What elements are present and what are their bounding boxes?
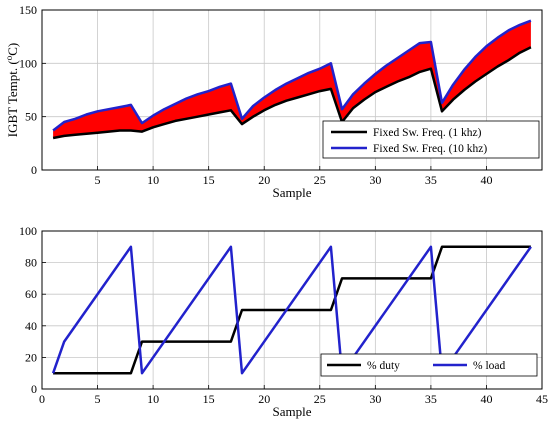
top-chart-x-axis-label: Sample — [273, 185, 312, 200]
duty-load-chart: 0 5 10 15 20 25 30 35 40 45 0 20 40 60 80 100 Sample % … — [19, 224, 548, 419]
temperature-chart: 5 10 15 20 25 30 35 40 0 50 100 150 Sample IGBT Tem… — [4, 3, 543, 200]
x-tick-label: 20 — [258, 173, 270, 187]
top-chart-legend: Fixed Sw. Freq. (1 khz) Fixed Sw. Freq. … — [322, 120, 540, 159]
y-label-main: IGBT Tempt. ( — [5, 60, 20, 137]
y-tick-label: 0 — [31, 382, 37, 396]
bottom-chart-legend: % duty % load — [320, 353, 538, 377]
y-tick-label: 100 — [19, 224, 37, 238]
x-tick-label: 25 — [314, 173, 326, 187]
bottom-chart-frame — [41, 230, 543, 390]
legend-label-1khz: Fixed Sw. Freq. (1 khz) — [373, 127, 482, 139]
top-chart-ticks: 5 10 15 20 25 30 35 40 0 50 100 150 — [19, 3, 492, 187]
legend-label-duty: % duty — [367, 360, 400, 372]
top-legend-box — [322, 120, 540, 159]
y-tick-label: 150 — [19, 3, 37, 17]
series-line-1khz — [52, 46, 532, 140]
x-tick-label: 25 — [314, 392, 326, 406]
x-tick-label: 30 — [369, 392, 381, 406]
y-tick-label: 50 — [25, 110, 37, 124]
x-tick-label: 15 — [203, 173, 215, 187]
legend-label-10khz: Fixed Sw. Freq. (10 khz) — [373, 143, 487, 155]
legend-label-load: % load — [473, 360, 506, 372]
bottom-chart-series — [51, 245, 532, 375]
temperature-difference-area — [53, 20, 531, 139]
y-label-tail: C) — [5, 43, 20, 56]
x-tick-label: 10 — [147, 173, 159, 187]
y-tick-label: 20 — [25, 350, 37, 364]
x-tick-label: 35 — [425, 392, 437, 406]
top-chart-series — [52, 19, 532, 140]
series-line-load — [51, 245, 532, 375]
x-tick-label: 35 — [425, 173, 437, 187]
x-tick-label: 15 — [203, 392, 215, 406]
x-tick-label: 10 — [147, 392, 159, 406]
x-tick-label: 0 — [39, 392, 45, 406]
y-tick-label: 60 — [25, 287, 37, 301]
x-tick-label: 40 — [480, 392, 492, 406]
x-tick-label: 30 — [369, 173, 381, 187]
top-chart-y-axis-label: IGBT Tempt. (oC) — [4, 43, 20, 137]
x-tick-label: 5 — [95, 392, 101, 406]
bottom-chart-ticks: 0 5 10 15 20 25 30 35 40 45 0 20 40 60 80 100 — [19, 224, 548, 406]
y-tick-label: 0 — [31, 163, 37, 177]
top-chart-frame — [41, 9, 543, 171]
y-label-superscript: o — [4, 55, 14, 60]
x-tick-label: 20 — [258, 392, 270, 406]
bottom-legend-box — [320, 353, 538, 377]
x-tick-label: 40 — [480, 173, 492, 187]
y-tick-label: 40 — [25, 319, 37, 333]
bottom-chart-x-axis-label: Sample — [273, 404, 312, 419]
x-tick-label: 5 — [95, 173, 101, 187]
x-tick-label: 45 — [536, 392, 548, 406]
series-line-10khz — [52, 19, 532, 132]
y-tick-label: 80 — [25, 256, 37, 270]
y-tick-label: 100 — [19, 56, 37, 70]
